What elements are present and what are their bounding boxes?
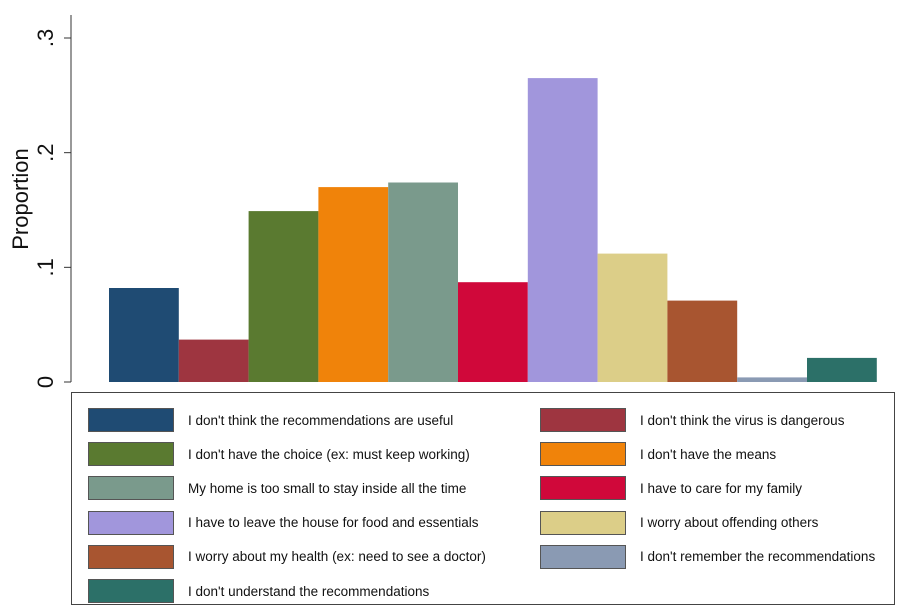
- legend-item: I don't have the choice (ex: must keep w…: [88, 441, 470, 467]
- bar: [737, 377, 807, 382]
- legend-label: I don't remember the recommendations: [640, 549, 876, 565]
- legend-item: I have to care for my family: [540, 475, 802, 501]
- legend-swatch: [540, 510, 626, 535]
- legend-label: I don't have the means: [640, 446, 777, 462]
- legend-swatch: [540, 476, 626, 501]
- legend-label: I worry about offending others: [640, 515, 819, 531]
- legend-item: I don't understand the recommendations: [88, 578, 429, 604]
- legend-item: I don't think the recommendations are us…: [88, 407, 453, 433]
- y-axis-label: Proportion: [8, 148, 33, 250]
- bar: [178, 339, 249, 382]
- legend-swatch: [88, 442, 174, 467]
- legend-swatch: [540, 544, 626, 569]
- bar: [597, 253, 668, 382]
- legend-item: I worry about my health (ex: need to see…: [88, 544, 486, 570]
- legend-label: I worry about my health (ex: need to see…: [188, 549, 486, 565]
- bar: [458, 282, 528, 382]
- bar: [109, 288, 179, 382]
- legend-swatch: [540, 442, 626, 467]
- legend-swatch: [88, 408, 174, 432]
- legend-label: I don't think the recommendations are us…: [188, 412, 454, 428]
- legend-swatch: [88, 579, 174, 603]
- bar: [388, 182, 458, 382]
- legend-swatch: [88, 510, 174, 535]
- bar: [248, 211, 319, 382]
- legend-label: I have to leave the house for food and e…: [188, 515, 479, 531]
- y-tick-label: 0: [33, 376, 58, 388]
- legend-swatch: [88, 544, 174, 569]
- legend-label: I don't understand the recommendations: [188, 583, 430, 599]
- legend-label: I have to care for my family: [640, 480, 803, 496]
- bar-chart: Proportion 0 .1 .2 .3: [8, 15, 877, 388]
- legend-label: I don't think the virus is dangerous: [640, 412, 845, 428]
- legend-item: I don't remember the recommendations: [540, 544, 875, 570]
- bar: [527, 78, 598, 382]
- legend-item: My home is too small to stay inside all …: [88, 475, 466, 501]
- legend-label: I don't have the choice (ex: must keep w…: [188, 446, 470, 462]
- legend-item: I don't think the virus is dangerous: [540, 407, 844, 433]
- legend-item: I worry about offending others: [540, 510, 818, 536]
- bar: [807, 357, 877, 382]
- legend-label: My home is too small to stay inside all …: [188, 480, 467, 496]
- y-tick-label: .2: [33, 143, 58, 161]
- legend: I don't think the recommendations are us…: [71, 392, 895, 605]
- legend-swatch: [540, 408, 626, 432]
- y-tick-label: .1: [33, 258, 58, 276]
- legend-swatch: [88, 476, 174, 501]
- bar: [318, 187, 389, 382]
- legend-item: I don't have the means: [540, 441, 776, 467]
- y-tick-label: .3: [33, 29, 58, 47]
- bar: [667, 300, 738, 382]
- legend-item: I have to leave the house for food and e…: [88, 510, 478, 536]
